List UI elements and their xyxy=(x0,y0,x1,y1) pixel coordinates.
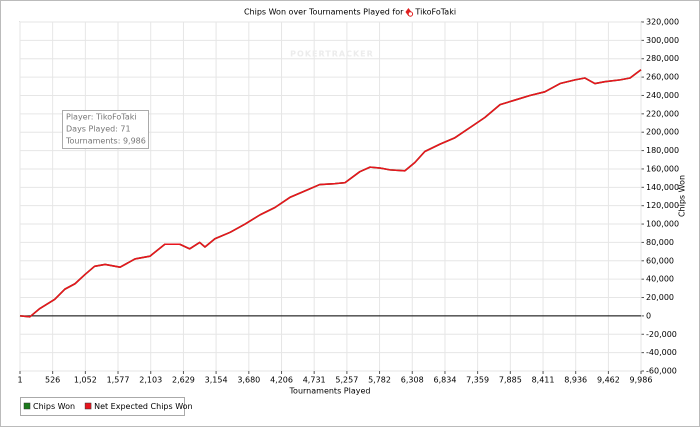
y-tick-label: -40,000 xyxy=(646,348,677,357)
x-tick-label: 8,936 xyxy=(564,376,587,385)
chart-player: TikoFoTaki xyxy=(414,8,456,17)
y-tick-label: 80,000 xyxy=(646,238,674,247)
legend-swatch xyxy=(23,402,31,410)
y-tick-label: 40,000 xyxy=(646,275,674,284)
y-tick-label: 300,000 xyxy=(646,36,679,45)
y-tick-label: -20,000 xyxy=(646,330,677,339)
watermark: POKERTRACKER xyxy=(290,50,374,59)
x-tick-label: 3,680 xyxy=(237,376,260,385)
info-player: Player: TikoFoTaki xyxy=(66,113,137,122)
player-icon xyxy=(405,8,414,17)
y-tick-label: 220,000 xyxy=(646,109,679,118)
x-tick-label: 1,577 xyxy=(107,376,130,385)
y-tick-label: 20,000 xyxy=(646,293,674,302)
y-tick-label: 100,000 xyxy=(646,220,679,229)
info-days: Days Played: 71 xyxy=(66,125,131,134)
y-tick-label: 280,000 xyxy=(646,54,679,63)
x-tick-label: 3,154 xyxy=(205,376,228,385)
y-tick-label: 0 xyxy=(646,311,651,320)
info-box xyxy=(62,110,149,149)
x-tick-label: 526 xyxy=(45,376,60,385)
y-tick-label: 320,000 xyxy=(646,18,679,27)
x-tick-label: 8,411 xyxy=(532,376,555,385)
y-tick-label: 60,000 xyxy=(646,256,674,265)
legend-swatch xyxy=(84,402,92,410)
info-tournaments: Tournaments: 9,986 xyxy=(65,137,146,146)
chart-title: Chips Won over Tournaments Played for xyxy=(244,8,404,17)
x-tick-label: 9,986 xyxy=(630,376,653,385)
legend-label: Chips Won xyxy=(33,402,75,411)
series-line xyxy=(19,69,642,318)
x-tick-label: 2,103 xyxy=(139,376,162,385)
x-tick-label: 1,052 xyxy=(74,376,97,385)
y-tick-label: -60,000 xyxy=(646,367,677,376)
y-tick-label: 160,000 xyxy=(646,164,679,173)
x-tick-label: 7,885 xyxy=(499,376,522,385)
x-tick-label: 9,462 xyxy=(597,376,620,385)
legend xyxy=(20,397,185,416)
x-tick-label: 2,629 xyxy=(172,376,195,385)
legend-label: Net Expected Chips Won xyxy=(94,402,193,411)
x-tick-label: 4,731 xyxy=(303,376,326,385)
x-tick-label: 6,308 xyxy=(401,376,424,385)
x-tick-label: 5,257 xyxy=(335,376,358,385)
x-tick-label: 1 xyxy=(17,376,22,385)
y-tick-label: 200,000 xyxy=(646,128,679,137)
x-tick-label: 6,834 xyxy=(434,376,457,385)
x-tick-label: 4,206 xyxy=(270,376,293,385)
plot-area xyxy=(19,21,642,372)
y-tick-label: 120,000 xyxy=(646,201,679,210)
x-axis-title: Tournaments Played xyxy=(289,387,371,396)
y-tick-label: 260,000 xyxy=(646,73,679,82)
y-tick-label: 180,000 xyxy=(646,146,679,155)
y-axis-title: Chips Won xyxy=(678,175,687,217)
x-tick-label: 7,359 xyxy=(466,376,489,385)
x-tick-label: 5,782 xyxy=(368,376,391,385)
y-tick-label: 240,000 xyxy=(646,91,679,100)
y-tick-label: 140,000 xyxy=(646,183,679,192)
